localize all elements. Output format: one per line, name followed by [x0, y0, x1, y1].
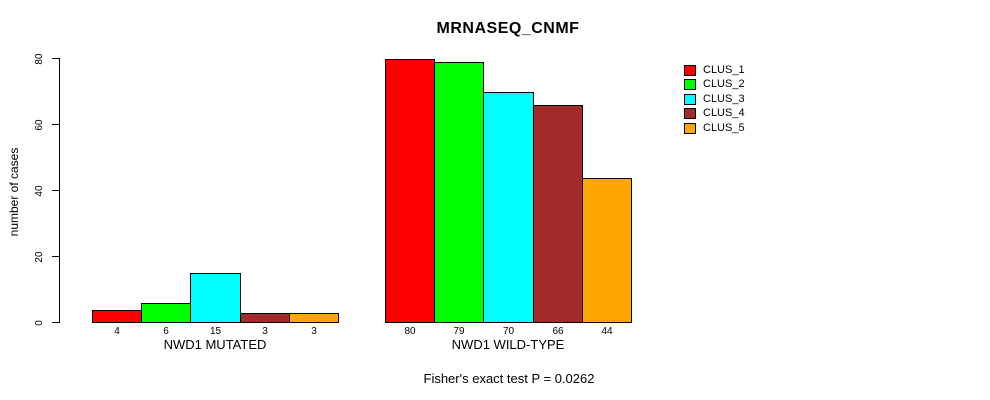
bar-clus_3-mutated	[190, 273, 241, 323]
y-tick-label: 40	[34, 185, 45, 197]
bar-clus_4-mutated	[240, 313, 290, 323]
legend-label-clus_4: CLUS_4	[703, 107, 745, 119]
bar-clus_2-mutated	[141, 303, 191, 323]
y-tick	[52, 322, 60, 323]
bar-value-label: 4	[114, 326, 120, 337]
bar-value-label: 3	[311, 326, 317, 337]
y-tick-label: 20	[34, 251, 45, 263]
bar-clus_2-wild-type	[434, 62, 484, 323]
bar-value-label: 15	[209, 326, 222, 337]
legend-label-clus_5: CLUS_5	[703, 122, 745, 134]
bar-value-label: 66	[552, 326, 564, 337]
legend-swatch-clus_3	[684, 94, 696, 105]
y-tick-label: 60	[34, 119, 45, 131]
bar-value-label: 70	[502, 326, 515, 337]
legend-swatch-clus_1	[684, 65, 696, 76]
bar-value-label: 6	[163, 326, 169, 337]
annotation-text: Fisher's exact test P = 0.0262	[423, 371, 595, 386]
legend-label-clus_3: CLUS_3	[703, 93, 745, 105]
bar-value-label: 44	[601, 326, 613, 337]
y-tick-label: 80	[34, 53, 45, 65]
bar-value-label: 79	[453, 326, 465, 337]
bar-clus_3-wild-type	[483, 92, 534, 323]
y-tick	[52, 124, 60, 125]
bar-clus_1-mutated	[92, 310, 142, 323]
legend-label-clus_2: CLUS_2	[703, 78, 745, 90]
y-axis-label: number of cases	[7, 147, 21, 237]
bar-clus_5-wild-type	[582, 178, 632, 323]
bar-clus_4-wild-type	[533, 105, 583, 323]
bar-clus_5-mutated	[289, 313, 339, 323]
bar-value-label: 3	[262, 326, 268, 337]
bar-value-label: 80	[404, 326, 416, 337]
chart-title: MRNASEQ_CNMF	[436, 20, 580, 37]
group-label-mutated: NWD1 MUTATED	[163, 337, 267, 352]
legend-swatch-clus_4	[684, 108, 696, 119]
y-tick-label: 0	[34, 320, 45, 326]
legend-swatch-clus_2	[684, 79, 696, 90]
legend-label-clus_1: CLUS_1	[703, 64, 745, 76]
legend-swatch-clus_5	[684, 123, 696, 134]
y-tick	[52, 190, 60, 191]
y-tick	[52, 256, 60, 257]
group-label-wild-type: NWD1 WILD-TYPE	[451, 337, 565, 352]
y-tick	[52, 58, 60, 59]
bar-clus_1-wild-type	[385, 59, 435, 323]
